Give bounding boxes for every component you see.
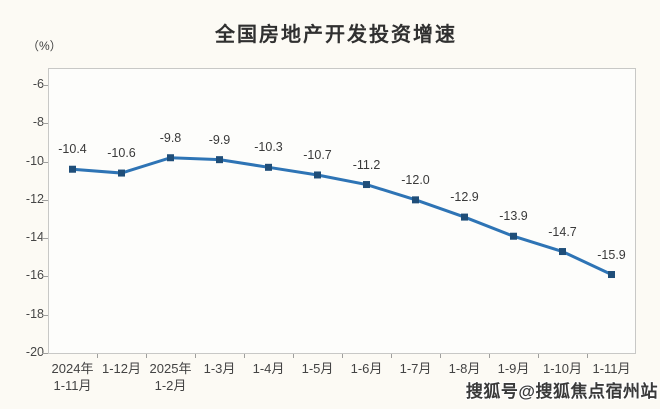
x-tick-mark bbox=[538, 354, 539, 358]
data-label: -10.7 bbox=[303, 147, 332, 162]
x-category-label-line: 1-8月 bbox=[448, 361, 481, 376]
data-point-marker bbox=[461, 213, 468, 221]
data-point-marker bbox=[559, 248, 566, 256]
x-tick-mark bbox=[146, 354, 147, 358]
y-tick-label: -16 bbox=[25, 268, 44, 283]
data-label: -10.3 bbox=[254, 140, 283, 155]
x-tick-mark bbox=[587, 354, 588, 358]
data-label: -9.9 bbox=[208, 132, 231, 147]
data-point-marker bbox=[167, 154, 174, 162]
x-tick-mark bbox=[97, 354, 98, 358]
data-label: -15.9 bbox=[597, 247, 626, 262]
data-point-marker bbox=[265, 163, 272, 171]
x-category-label: 1-9月 bbox=[479, 360, 549, 377]
data-point-marker bbox=[510, 232, 517, 240]
y-tick-label: -12 bbox=[25, 191, 44, 206]
x-tick-mark bbox=[440, 354, 441, 358]
x-category-label-line: 2024年 bbox=[51, 361, 94, 376]
x-category-label: 1-6月 bbox=[332, 360, 402, 377]
y-tick-label: -10 bbox=[25, 153, 44, 168]
x-tick-mark bbox=[293, 354, 294, 358]
x-category-label: 1-7月 bbox=[381, 360, 451, 377]
data-label: -13.9 bbox=[499, 209, 528, 224]
y-tick-mark bbox=[42, 276, 48, 278]
x-category-label-line: 1-9月 bbox=[497, 361, 530, 376]
y-tick-mark bbox=[42, 161, 48, 163]
x-category-label-line: 1-10月 bbox=[542, 361, 583, 376]
y-tick-mark bbox=[42, 238, 48, 240]
x-category-label-line: 2025年 bbox=[149, 361, 192, 376]
y-tick-mark bbox=[42, 353, 48, 354]
x-category-label: 1-12月 bbox=[87, 360, 157, 377]
x-category-label-line: 1-11月 bbox=[53, 378, 92, 393]
data-label: -10.4 bbox=[58, 142, 87, 157]
y-tick-label: -20 bbox=[25, 345, 44, 359]
x-category-label: 1-8月 bbox=[430, 360, 500, 377]
x-category-label: 2025年 1-2月 bbox=[136, 360, 206, 394]
x-category-label-line: 1-7月 bbox=[399, 361, 432, 376]
x-category-label-line: 1-4月 bbox=[252, 361, 285, 376]
data-label: -14.7 bbox=[548, 224, 577, 239]
y-tick-mark bbox=[42, 314, 48, 316]
x-category-label-line: 1-3月 bbox=[203, 361, 236, 376]
data-label: -11.2 bbox=[352, 157, 381, 172]
x-category-label: 1-4月 bbox=[234, 360, 304, 377]
x-category-label: 1-11月 bbox=[577, 360, 647, 377]
x-tick-mark bbox=[489, 354, 490, 358]
x-category-label-line: 1-11月 bbox=[592, 361, 631, 376]
x-category-label-line: 1-6月 bbox=[350, 361, 383, 376]
chart-title: 全国房地产开发投资增速 bbox=[215, 24, 457, 46]
y-tick-label: -8 bbox=[32, 115, 44, 130]
data-point-marker bbox=[608, 271, 615, 279]
y-tick-label: -14 bbox=[25, 230, 44, 245]
data-label: -10.6 bbox=[107, 146, 136, 161]
y-tick-label: -6 bbox=[32, 77, 44, 91]
x-category-label: 1-5月 bbox=[283, 360, 353, 377]
x-tick-mark bbox=[342, 354, 343, 358]
data-point-marker bbox=[216, 156, 223, 164]
data-label: -9.8 bbox=[159, 130, 182, 145]
x-tick-mark bbox=[195, 354, 196, 358]
watermark: 搜狐号@搜狐焦点宿州站 bbox=[465, 382, 658, 401]
series-line bbox=[72, 156, 613, 276]
line-series-svg bbox=[69, 154, 615, 279]
x-category-label: 1-10月 bbox=[528, 360, 598, 377]
data-label: -12.0 bbox=[401, 172, 430, 187]
data-point-marker bbox=[314, 171, 321, 179]
x-tick-mark bbox=[391, 354, 392, 358]
y-tick-label: -18 bbox=[25, 306, 44, 321]
x-tick-mark bbox=[244, 354, 245, 358]
data-point-marker bbox=[69, 165, 76, 173]
y-tick-mark bbox=[42, 199, 48, 201]
data-point-marker bbox=[363, 181, 370, 189]
y-tick-mark bbox=[42, 85, 48, 86]
y-axis-unit-label: （%） bbox=[27, 39, 62, 53]
plot-area bbox=[48, 68, 636, 354]
x-category-label: 2024年 1-11月 bbox=[38, 360, 108, 394]
x-category-label-line: 1-5月 bbox=[301, 361, 334, 376]
data-point-marker bbox=[118, 169, 125, 177]
x-category-label-line: 1-12月 bbox=[101, 361, 142, 376]
y-tick-mark bbox=[42, 123, 48, 125]
data-label: -12.9 bbox=[450, 190, 479, 205]
x-category-label-line: 1-2月 bbox=[154, 378, 187, 393]
data-point-marker bbox=[412, 196, 419, 204]
x-category-label: 1-3月 bbox=[185, 360, 255, 377]
